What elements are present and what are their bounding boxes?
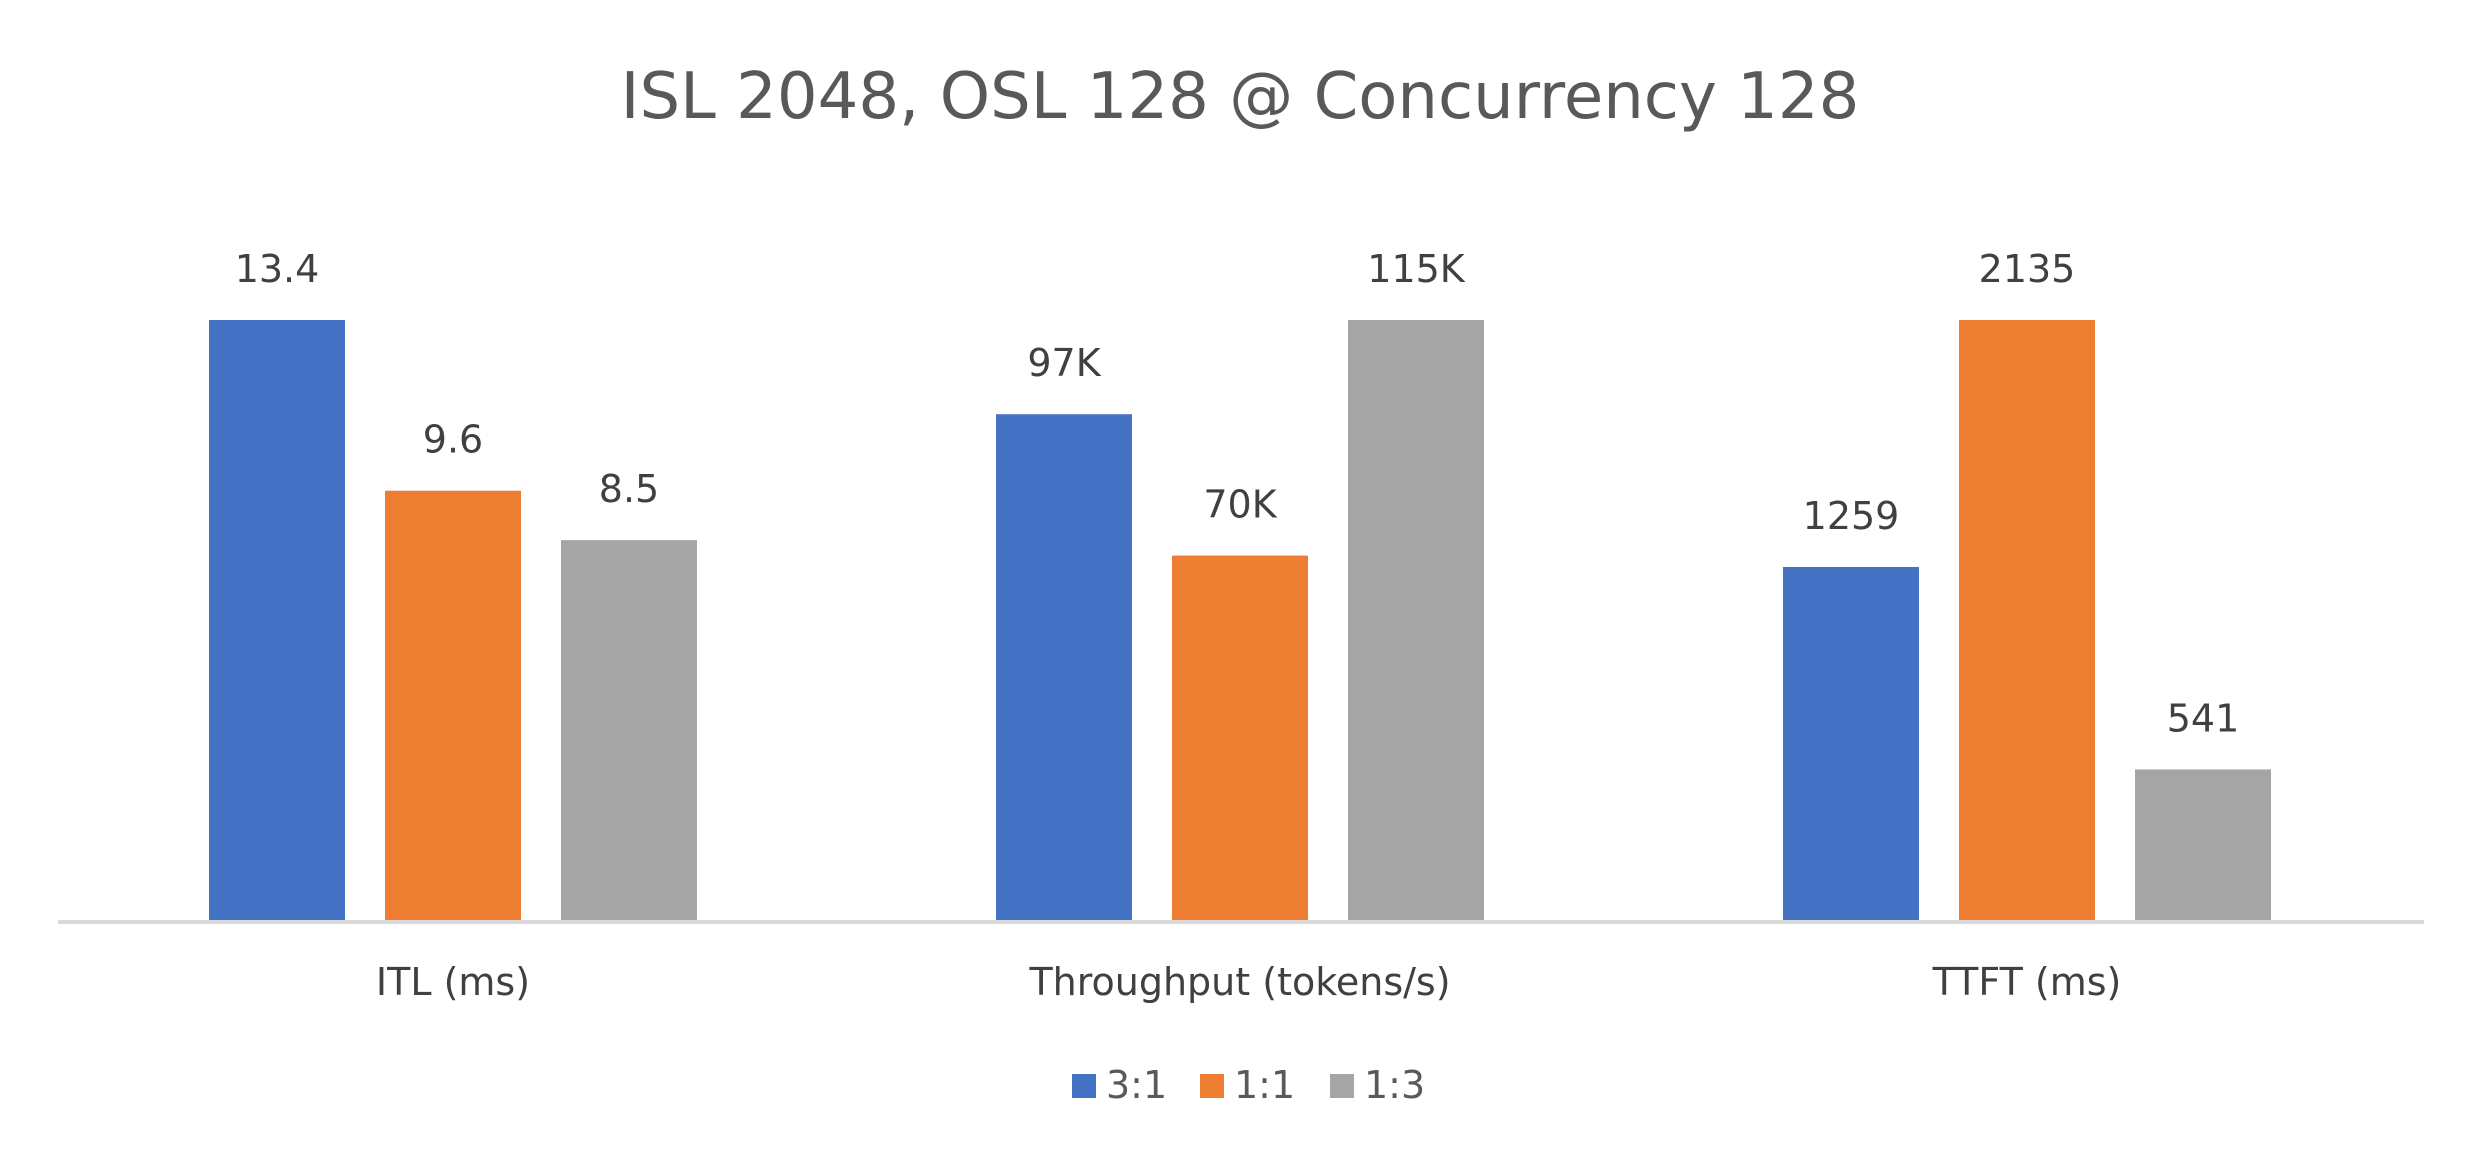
category-label: Throughput (tokens/s) <box>1028 960 1450 1004</box>
bar-3-group-2 <box>1348 320 1484 922</box>
data-label: 8.5 <box>599 467 659 511</box>
data-label: 541 <box>2167 696 2240 740</box>
legend-label: 1:3 <box>1364 1063 1425 1107</box>
bar-1-group-1 <box>209 320 345 922</box>
data-label: 97K <box>1027 341 1101 385</box>
bar-1-group-3 <box>1783 567 1919 922</box>
bar-3-group-3 <box>2135 769 2271 922</box>
legend-label: 1:1 <box>1234 1063 1295 1107</box>
x-axis-labels: ITL (ms) Throughput (tokens/s) TTFT (ms) <box>376 960 2121 1004</box>
legend-label: 3:1 <box>1106 1063 1167 1107</box>
bar-2-group-3 <box>1959 320 2095 922</box>
data-label: 1259 <box>1803 494 1900 538</box>
bar-1-group-2 <box>996 414 1132 922</box>
legend-swatch <box>1072 1074 1096 1098</box>
category-label: TTFT (ms) <box>1932 960 2122 1004</box>
bar-3-group-1 <box>561 540 697 922</box>
data-label: 70K <box>1203 483 1277 527</box>
data-label: 2135 <box>1979 247 2076 291</box>
category-label: ITL (ms) <box>376 960 530 1004</box>
data-label: 13.4 <box>235 247 320 291</box>
data-label: 9.6 <box>423 418 483 462</box>
bar-2-group-2 <box>1172 555 1308 922</box>
bar-2-group-1 <box>385 490 521 922</box>
legend-swatch <box>1200 1074 1224 1098</box>
legend-swatch <box>1330 1074 1354 1098</box>
legend: 3:1 1:1 1:3 <box>1072 1063 1425 1107</box>
chart-title: ISL 2048, OSL 128 @ Concurrency 128 <box>621 60 1860 134</box>
plot-area: 13.4 9.6 8.5 97K 70K 115K 1259 2135 541 <box>209 247 2271 922</box>
data-label: 115K <box>1367 247 1466 291</box>
